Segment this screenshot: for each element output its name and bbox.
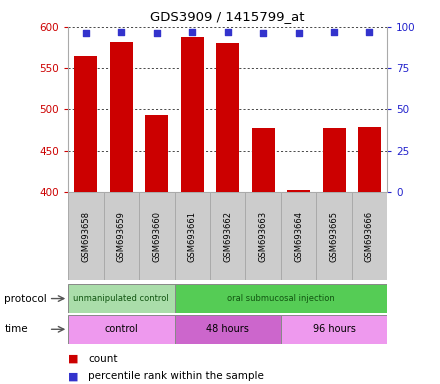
Text: GSM693664: GSM693664 [294, 211, 303, 262]
Bar [352, 192, 387, 280]
Bar [74, 56, 97, 192]
Text: GSM693663: GSM693663 [259, 210, 268, 262]
Point [260, 30, 267, 36]
Text: GSM693665: GSM693665 [330, 211, 338, 262]
Point [330, 29, 337, 35]
Bar [246, 192, 281, 280]
Text: GSM693660: GSM693660 [152, 211, 161, 262]
Point [366, 29, 373, 35]
Bar [252, 127, 275, 192]
Bar [139, 192, 175, 280]
Text: unmanipulated control: unmanipulated control [73, 294, 169, 303]
Bar [110, 42, 133, 192]
Bar [68, 284, 175, 313]
Point [153, 30, 160, 36]
Point [295, 30, 302, 36]
Bar [358, 127, 381, 192]
Bar [175, 315, 281, 344]
Point [118, 29, 125, 35]
Text: 96 hours: 96 hours [312, 324, 356, 334]
Bar [281, 315, 387, 344]
Point [82, 30, 89, 36]
Point [224, 29, 231, 35]
Text: GSM693658: GSM693658 [81, 211, 91, 262]
Text: GSM693659: GSM693659 [117, 211, 126, 262]
Bar [210, 192, 246, 280]
Bar [216, 43, 239, 192]
Bar [281, 192, 316, 280]
Point [189, 29, 196, 35]
Text: percentile rank within the sample: percentile rank within the sample [88, 371, 264, 381]
Title: GDS3909 / 1415799_at: GDS3909 / 1415799_at [150, 10, 305, 23]
Bar [68, 192, 104, 280]
Bar [323, 127, 345, 192]
Text: count: count [88, 354, 117, 364]
Bar [181, 37, 204, 192]
Bar [175, 192, 210, 280]
Text: time: time [4, 324, 28, 334]
Bar [175, 284, 387, 313]
Text: ■: ■ [68, 371, 79, 381]
Bar [145, 115, 169, 192]
Bar [316, 192, 352, 280]
Text: ■: ■ [68, 354, 79, 364]
Bar [104, 192, 139, 280]
Text: 48 hours: 48 hours [206, 324, 249, 334]
Bar [68, 315, 175, 344]
Text: GSM693662: GSM693662 [223, 211, 232, 262]
Text: control: control [104, 324, 138, 334]
Text: GSM693661: GSM693661 [188, 211, 197, 262]
Text: GSM693666: GSM693666 [365, 210, 374, 262]
Text: protocol: protocol [4, 293, 47, 304]
Text: oral submucosal injection: oral submucosal injection [227, 294, 335, 303]
Bar [287, 190, 310, 192]
